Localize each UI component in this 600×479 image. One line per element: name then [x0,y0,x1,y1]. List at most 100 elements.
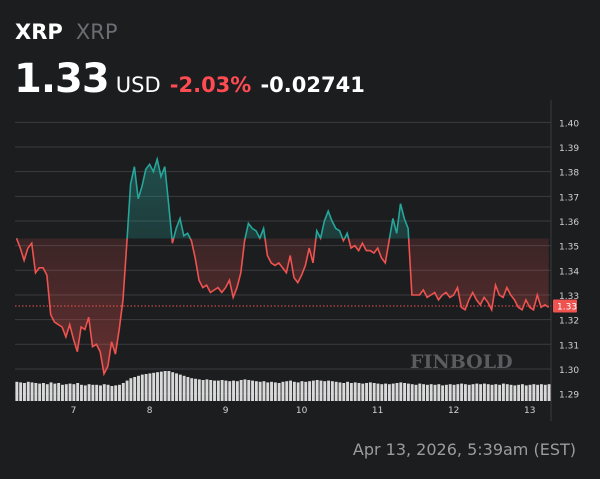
y-tick-label: 1.29 [559,391,579,401]
volume-bar [365,383,369,401]
volume-bar [292,381,296,401]
volume-bar [144,374,148,401]
volume-bar [479,384,483,401]
y-tick-label: 1.36 [559,218,579,228]
volume-bars [15,371,551,401]
volume-bar [19,382,23,401]
volume-bar [330,381,334,401]
volume-bar [475,383,479,401]
volume-bar [505,384,509,401]
y-tick-label: 1.35 [559,243,579,253]
ticker-symbol: XRP [15,20,63,44]
volume-bar [437,384,441,401]
volume-bar [528,384,532,401]
volume-bar [91,384,95,401]
volume-bar [72,384,76,401]
volume-bar [45,384,49,401]
volume-bar [23,383,26,401]
volume-bar [501,383,505,401]
volume-bar [509,384,513,401]
price-change-percent: -2.03% [169,73,252,97]
volume-bar [300,381,304,401]
x-tick-label: 9 [223,406,229,416]
volume-bar [327,380,331,401]
y-tick-label: 1.34 [559,267,579,277]
volume-bar [232,380,235,401]
volume-bar [357,383,361,401]
volume-bar [38,383,42,401]
watermark: FINBOLD [410,351,513,373]
current-price: 1.33 [14,56,110,102]
area-below-baseline [16,238,549,374]
volume-bar [216,380,220,401]
volume-bar [524,385,528,401]
volume-bar [368,382,372,401]
volume-bar [448,384,452,401]
volume-bar [110,386,114,401]
volume-bar [76,383,80,401]
volume-bar [429,384,433,401]
volume-bar [353,382,357,401]
volume-bar [156,372,159,401]
volume-bar [444,384,448,401]
volume-bar [34,383,38,401]
volume-bar [129,378,133,401]
volume-bar [349,383,353,401]
volume-bar [391,383,395,401]
volume-bar [543,384,547,401]
volume-bar [277,383,281,401]
volume-bar [26,381,30,401]
volume-bar [463,384,467,401]
x-tick-label: 8 [147,406,153,416]
volume-bar [186,377,190,401]
volume-bar [224,380,228,401]
volume-bar [182,375,186,401]
volume-bar [102,384,106,401]
volume-bar [49,382,53,401]
volume-bar [87,384,91,401]
volume-bar [152,372,156,401]
volume-bar [99,385,102,401]
volume-bar [133,377,137,401]
volume-bar [441,385,445,401]
volume-bar [482,383,486,401]
volume-bar [68,383,72,401]
volume-bar [285,381,289,401]
volume-bar [490,384,494,401]
volume-bar [61,384,64,401]
volume-bar [235,381,239,401]
volume-bar [532,384,536,401]
volume-bar [486,384,490,401]
volume-bar [380,384,384,401]
volume-bar [273,382,277,401]
volume-bar [520,384,524,401]
volume-bar [467,384,471,401]
volume-bar [308,381,312,401]
volume-bar [213,380,216,401]
volume-bar [262,381,266,401]
volume-bar [414,384,418,401]
volume-bar [498,384,502,401]
timestamp: Apr 13, 2026, 5:39am (EST) [352,440,576,459]
volume-bar [395,383,399,401]
y-tick-label: 1.30 [559,366,579,376]
y-tick-label: 1.39 [559,144,579,154]
volume-bar [315,380,319,401]
volume-bar [289,380,293,401]
volume-bar [376,383,380,401]
volume-bar [254,381,258,401]
volume-bar [197,379,201,401]
volume-bar [418,383,422,401]
volume-bar [30,382,34,401]
volume-bar [57,383,61,401]
volume-bar [159,371,163,401]
y-tick-label: 1.40 [559,119,579,129]
current-price-label: 1.33 [557,303,577,313]
volume-bar [194,378,197,401]
volume-bar [536,384,540,401]
volume-bar [178,374,182,401]
volume-bar [266,382,270,401]
y-tick-label: 1.38 [559,169,579,179]
volume-bar [399,382,403,401]
